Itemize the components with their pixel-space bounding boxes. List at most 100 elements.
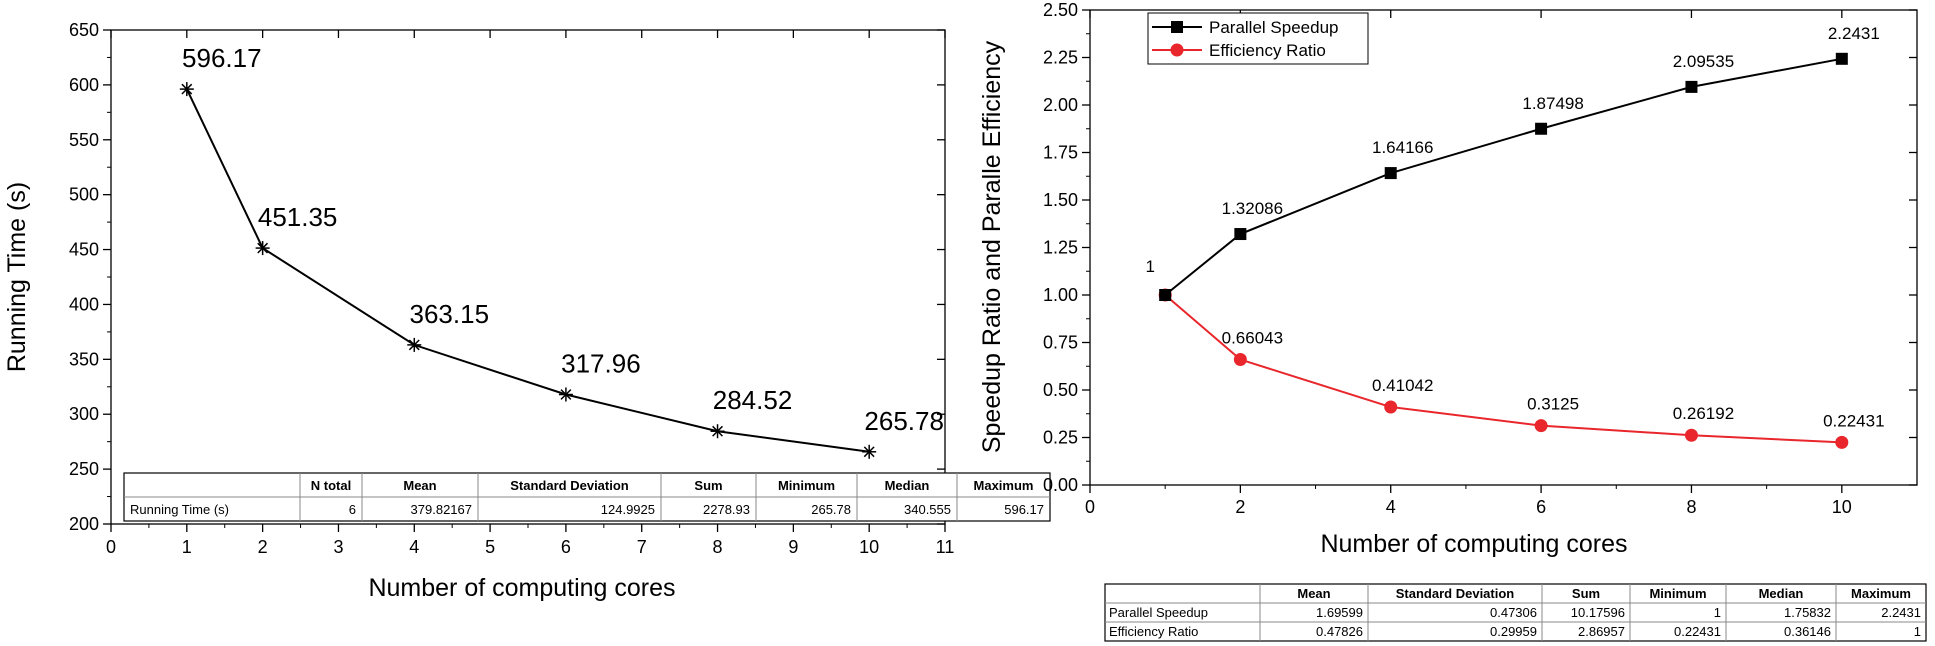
left-chart: 0 1 2 3 4 5 6 7 8 9 10 11 200 250 300 350 400 450 500 550 60… — [3, 20, 1051, 602]
left-x-tick-label: 4 — [409, 537, 419, 557]
right-x-tick-label: 8 — [1686, 497, 1696, 517]
efficiency-data-label: 0.41042 — [1372, 376, 1433, 395]
right-y-tick-label: 1.50 — [1043, 190, 1078, 210]
left-x-tick-label: 10 — [859, 537, 879, 557]
left-marker-asterisk — [255, 241, 270, 256]
right-y-tick-label: 2.50 — [1043, 0, 1078, 20]
efficiency-marker — [1233, 353, 1247, 367]
speedup-marker — [1535, 122, 1548, 135]
left-table-header: Minimum — [778, 478, 835, 493]
left-table-header: Standard Deviation — [510, 478, 629, 493]
right-table-header: Maximum — [1851, 586, 1911, 601]
right-table-cell: 10.17596 — [1571, 605, 1625, 620]
left-x-axis-title: Number of computing cores — [368, 574, 675, 602]
left-table-header: Mean — [403, 478, 436, 493]
right-table-row-label: Parallel Speedup — [1109, 605, 1208, 620]
right-y-tick-label: 0.75 — [1043, 333, 1078, 353]
right-y-tick-label: 0.25 — [1043, 428, 1078, 448]
left-data-label: 284.52 — [713, 385, 793, 415]
left-x-tick-label: 9 — [788, 537, 798, 557]
right-table-cell: 2.2431 — [1881, 605, 1921, 620]
right-x-tick-label: 4 — [1386, 497, 1396, 517]
left-marker-asterisk — [558, 387, 573, 402]
left-marker-asterisk — [862, 444, 877, 459]
left-plot-frame — [110, 29, 946, 525]
left-table-header: N total — [311, 478, 351, 493]
left-data-labels: 596.17 451.35 363.15 317.96 284.52 265.78 — [182, 43, 944, 436]
left-x-tick-label: 6 — [561, 537, 571, 557]
left-marker-asterisk — [179, 82, 194, 97]
legend: Parallel Speedup Efficiency Ratio — [1147, 12, 1369, 65]
efficiency-data-label: 0.3125 — [1527, 395, 1579, 414]
left-y-tick-label: 450 — [69, 240, 99, 260]
left-table-row-label: Running Time (s) — [130, 502, 229, 517]
left-table-header: Maximum — [974, 478, 1034, 493]
left-x-tick-label: 2 — [258, 537, 268, 557]
legend-speedup-marker — [1171, 21, 1183, 33]
legend-speedup-label: Parallel Speedup — [1209, 18, 1338, 37]
speedup-marker — [1835, 52, 1848, 65]
left-y-tick-label: 400 — [69, 294, 99, 314]
efficiency-data-label: 0.66043 — [1222, 329, 1283, 348]
right-y-tick-label: 0.00 — [1043, 475, 1078, 495]
right-table-header: Minimum — [1649, 586, 1706, 601]
speedup-series-line — [1164, 57, 1843, 296]
legend-box — [1147, 12, 1369, 65]
speedup-marker — [1384, 167, 1397, 180]
left-data-label: 317.96 — [561, 349, 641, 379]
left-data-label: 363.15 — [410, 299, 490, 329]
left-y-tick-label: 500 — [69, 185, 99, 205]
speedup-marker — [1234, 228, 1247, 241]
right-table-cell: 0.36146 — [1784, 624, 1831, 639]
speedup-data-label: 1.32086 — [1222, 199, 1283, 218]
right-axes: 0 2 4 6 8 10 0.00 0.25 0.50 0.75 1.00 1.25 1.50 1.75 2… — [1043, 0, 1917, 517]
left-y-tick-label: 650 — [69, 20, 99, 40]
left-x-tick-label: 0 — [106, 537, 116, 557]
left-x-tick-label: 11 — [936, 537, 955, 557]
speedup-data-label: 2.2431 — [1828, 24, 1880, 43]
left-y-tick-label: 300 — [69, 404, 99, 424]
left-x-tick-label: 7 — [637, 537, 647, 557]
right-table-cell: 0.47306 — [1490, 605, 1537, 620]
left-x-tick-label: 1 — [182, 537, 192, 557]
speedup-data-label: 1 — [1145, 257, 1154, 276]
left-table-cell: 2278.93 — [703, 502, 750, 517]
speedup-data-label: 1.87498 — [1522, 94, 1583, 113]
speedup-data-label: 1.64166 — [1372, 138, 1433, 157]
left-y-tick-label: 350 — [69, 349, 99, 369]
efficiency-marker — [1384, 400, 1398, 414]
efficiency-marker — [1835, 435, 1849, 449]
left-data-label: 265.78 — [864, 406, 944, 436]
left-markers — [179, 82, 877, 459]
efficiency-series-line — [1164, 294, 1842, 444]
left-data-label: 451.35 — [258, 202, 338, 232]
left-table-cell: 265.78 — [811, 502, 851, 517]
left-marker-asterisk — [407, 337, 422, 352]
right-table-header: Mean — [1297, 586, 1330, 601]
right-table-cell: 0.47826 — [1316, 624, 1363, 639]
left-x-tick-label: 8 — [713, 537, 723, 557]
left-axes: 0 1 2 3 4 5 6 7 8 9 10 11 200 250 300 350 400 450 500 550 60… — [69, 20, 954, 557]
right-table-cell: 2.86957 — [1578, 624, 1625, 639]
right-table-cell: 1 — [1714, 605, 1721, 620]
left-table-cell: 124.9925 — [601, 502, 655, 517]
left-y-tick-label: 200 — [69, 514, 99, 534]
left-table-cell: 596.17 — [1004, 502, 1044, 517]
left-marker-asterisk — [710, 424, 725, 439]
right-table-cell: 0.29959 — [1490, 624, 1537, 639]
right-y-tick-label: 1.75 — [1043, 143, 1078, 163]
right-y-tick-label: 1.00 — [1043, 285, 1078, 305]
efficiency-data-label: 0.22431 — [1823, 411, 1884, 430]
speedup-marker — [1685, 80, 1698, 93]
left-y-axis-title: Running Time (s) — [3, 182, 31, 372]
left-y-tick-label: 250 — [69, 459, 99, 479]
left-table-header: Median — [885, 478, 930, 493]
left-y-tick-label: 550 — [69, 130, 99, 150]
right-table-header: Sum — [1572, 586, 1600, 601]
right-x-tick-label: 2 — [1235, 497, 1245, 517]
right-y-tick-label: 2.00 — [1043, 95, 1078, 115]
right-x-tick-label: 10 — [1832, 497, 1852, 517]
right-x-axis-title: Number of computing cores — [1320, 530, 1627, 558]
efficiency-data-label: 0.26192 — [1673, 404, 1734, 423]
